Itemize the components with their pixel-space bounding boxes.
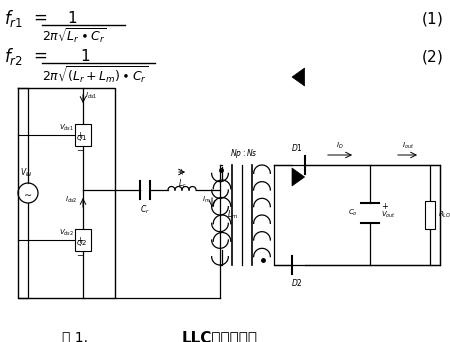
FancyBboxPatch shape (75, 229, 91, 251)
Text: $R_{LOAD}$: $R_{LOAD}$ (438, 210, 450, 220)
Text: $1$: $1$ (67, 10, 77, 26)
Text: $(1)$: $(1)$ (421, 10, 443, 28)
Text: $+$: $+$ (381, 201, 389, 211)
Text: $2\pi\sqrt{(L_r+L_m)\bullet C_r}$: $2\pi\sqrt{(L_r+L_m)\bullet C_r}$ (42, 65, 148, 86)
Text: $f_{r1}$: $f_{r1}$ (4, 8, 23, 29)
Text: $Q2$: $Q2$ (76, 238, 87, 248)
Text: $D1$: $D1$ (291, 142, 303, 153)
Text: $V_{out}$: $V_{out}$ (381, 210, 396, 220)
Text: $Q1$: $Q1$ (76, 133, 87, 143)
Polygon shape (292, 168, 305, 186)
Text: $I_{out}$: $I_{out}$ (402, 141, 414, 151)
Text: $C_r$: $C_r$ (140, 203, 150, 215)
Text: $\sim$: $\sim$ (22, 188, 33, 198)
Text: $Np:Ns$: $Np:Ns$ (230, 147, 257, 160)
Text: $C_o$: $C_o$ (348, 208, 358, 218)
Text: $V_{IN}$: $V_{IN}$ (20, 167, 32, 179)
Text: $=$: $=$ (30, 8, 47, 26)
Text: $D2$: $D2$ (291, 277, 303, 288)
Text: $+$: $+$ (76, 130, 84, 140)
Text: 图 1.: 图 1. (62, 330, 88, 342)
Text: $I_r$: $I_r$ (179, 168, 185, 178)
Text: $L_m$: $L_m$ (227, 209, 238, 221)
Polygon shape (292, 68, 305, 86)
Text: $=$: $=$ (30, 46, 47, 64)
Text: $f_{r2}$: $f_{r2}$ (4, 46, 23, 67)
Text: $I_m$: $I_m$ (202, 195, 210, 205)
FancyBboxPatch shape (425, 201, 435, 229)
Text: $I_{ds2}$: $I_{ds2}$ (65, 195, 77, 205)
Text: $-$: $-$ (76, 249, 84, 258)
Text: $V_{ds1}$: $V_{ds1}$ (59, 123, 74, 133)
Text: $V_{ds2}$: $V_{ds2}$ (59, 228, 74, 238)
Text: $2\pi\sqrt{L_r\bullet C_r}$: $2\pi\sqrt{L_r\bullet C_r}$ (42, 27, 107, 46)
Text: LLC谐振变换器: LLC谐振变换器 (182, 330, 258, 342)
Text: $(2)$: $(2)$ (421, 48, 443, 66)
Text: $+$: $+$ (76, 235, 84, 245)
Text: $I_{ds1}$: $I_{ds1}$ (85, 91, 97, 101)
Text: $I_D$: $I_D$ (336, 141, 344, 151)
Text: $L_r$: $L_r$ (178, 178, 186, 190)
Text: $-$: $-$ (76, 144, 84, 153)
FancyBboxPatch shape (75, 124, 91, 146)
Text: $1$: $1$ (80, 48, 90, 64)
